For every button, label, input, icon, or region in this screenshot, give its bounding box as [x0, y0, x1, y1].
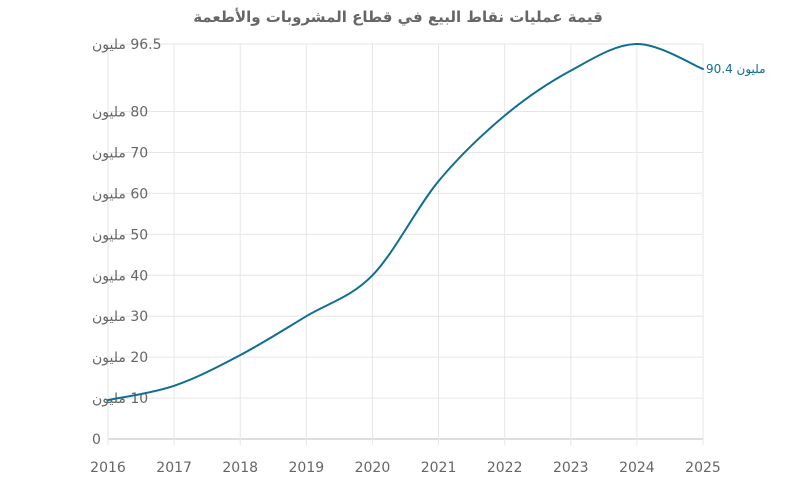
y-tick-label: 60 مليون	[92, 186, 148, 202]
series-line	[107, 42, 704, 402]
end-value-label: 90.4 مليون	[706, 62, 766, 77]
x-tick-label: 2025	[685, 460, 721, 476]
x-tick-label: 2017	[156, 460, 192, 476]
x-tick-label: 2021	[421, 460, 457, 476]
y-tick-label: 80 مليون	[92, 105, 148, 121]
x-tick-label: 2022	[487, 460, 523, 476]
x-tick-label: 2018	[222, 460, 258, 476]
x-axis: 2016 2017 2018 2019 2020 2021 2022 2023 2024 2025	[90, 460, 721, 476]
x-tick-label: 2019	[289, 460, 325, 476]
chart-title: قيمة عمليات نقاط البيع في قطاع المشروبات…	[193, 8, 603, 26]
x-tick-label: 2023	[553, 460, 589, 476]
x-tick-label: 2016	[90, 460, 126, 476]
y-tick-label: 20 مليون	[92, 350, 148, 366]
y-tick-label: 96.5 مليون	[92, 37, 162, 53]
series-layer	[107, 42, 704, 402]
x-tick-label: 2024	[619, 460, 655, 476]
y-tick-label: 30 مليون	[92, 309, 148, 325]
y-tick-label: 50 مليون	[92, 227, 148, 243]
grid-lines	[107, 43, 704, 445]
x-tick-label: 2020	[355, 460, 391, 476]
y-tick-label: 40 مليون	[92, 268, 148, 284]
y-tick-label: 70 مليون	[92, 145, 148, 161]
y-tick-label: 0	[92, 432, 101, 448]
